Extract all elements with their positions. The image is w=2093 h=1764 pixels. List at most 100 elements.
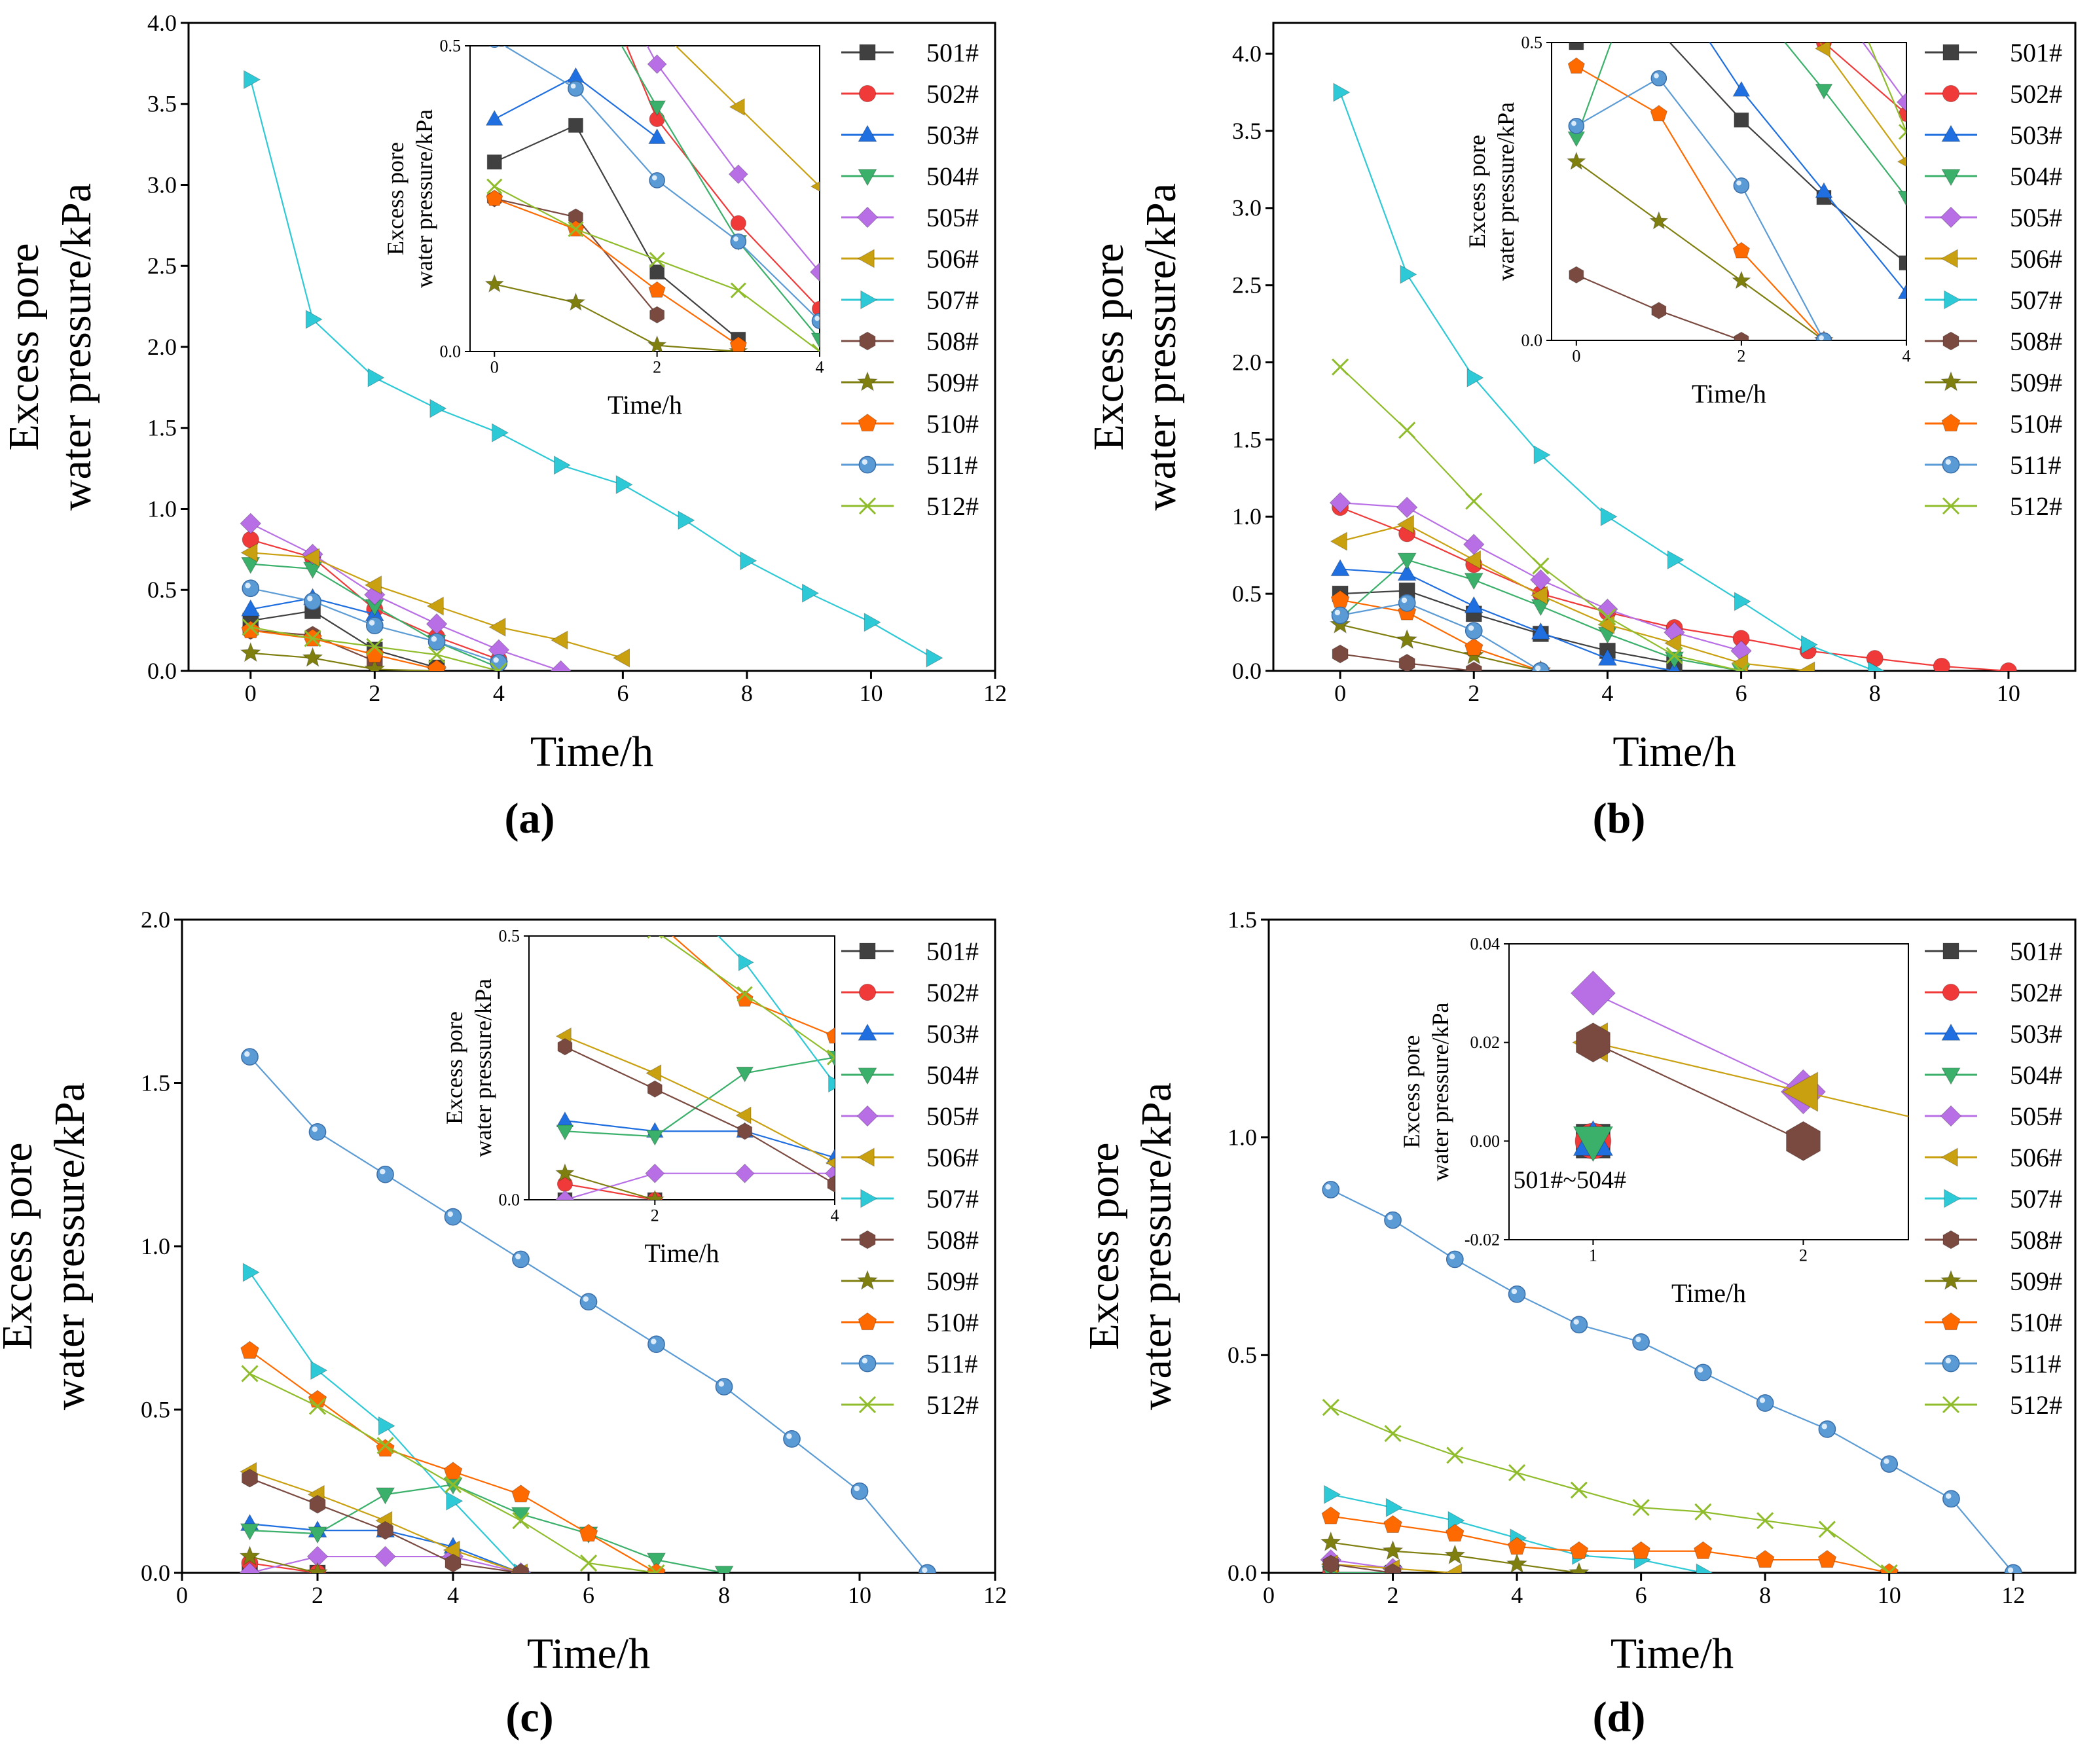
panel-c-inset-ytick-label: 0.0	[499, 1191, 520, 1210]
panel-b-inset-series-group	[1566, 43, 2079, 350]
panel-b-ytick-label: 2.5	[1232, 272, 1262, 298]
panel-c-legend-item: 511#	[841, 1349, 978, 1378]
panel-b-point-503	[1397, 564, 1417, 581]
panel-c-inset-point-510	[556, 833, 573, 848]
panel-a-inset-ytick-label: 0.0	[440, 342, 462, 361]
panel-b-point-504	[1397, 552, 1417, 570]
panel-a-point-512	[428, 646, 446, 664]
panel-b-inset-point-504	[2063, 334, 2079, 350]
panel-a-legend-label: 502#	[926, 79, 979, 109]
panel-d-point-511	[1756, 1394, 1774, 1412]
panel-a-ytick-label: 2.0	[147, 334, 177, 360]
panel-d-legend-label: 510#	[2010, 1308, 2062, 1337]
panel-d-inset-point-506	[1782, 1071, 1819, 1112]
panel-b-legend-marker	[1942, 497, 1960, 515]
panel-b-point-505	[1463, 533, 1485, 556]
panel-c-point-511	[919, 1564, 936, 1573]
panel-a-point-505	[364, 584, 386, 605]
panel-c-inset-point-507	[649, 865, 664, 881]
panel-b-point-511	[1531, 662, 1550, 671]
panel-d-legend-item: 508#	[1925, 1225, 2062, 1255]
panel-a-xtick-label: 4	[493, 680, 505, 706]
panel-c-legend-item: 506#	[841, 1143, 979, 1172]
panel-a-point-511	[242, 579, 260, 598]
panel-a-inset-point-512	[730, 282, 746, 298]
panel-a-xtick-label: 0	[245, 680, 257, 706]
panel-b-inset-point-501	[1899, 255, 1906, 271]
panel-c-point-507	[242, 1263, 260, 1282]
panel-b-inset-line-509	[1576, 161, 1825, 340]
panel-c-inset-point-510	[736, 990, 754, 1007]
panel-c-legend-item: 505#	[841, 1102, 979, 1131]
panel-c-inset-point-511	[1277, 976, 1292, 991]
panel-d-line-508	[1330, 1563, 1393, 1573]
panel-d-inset-ylabel: Excess pore water pressure/kPa	[1398, 1003, 1453, 1181]
panel-c-point-504	[240, 1523, 260, 1541]
panel-d-inset-ytick-label: 0.04	[1470, 935, 1501, 954]
panel-d-inset-ylabel-line1: Excess pore	[1398, 1035, 1425, 1149]
panel-d-point-510	[1694, 1541, 1713, 1559]
panel-d-legend-item: 507#	[1925, 1184, 2062, 1214]
panel-a-point-505	[240, 513, 262, 535]
panel-c-inset-point-511	[827, 617, 842, 632]
panel-d-label: (d)	[1593, 1693, 1646, 1741]
panel-d-point-511	[1322, 1181, 1340, 1198]
panel-d-inset-ytick-label: -0.02	[1465, 1231, 1500, 1250]
panel-a-inset-point-506	[892, 227, 907, 243]
panel-d-point-511	[1570, 1316, 1588, 1334]
panel-d-point-511	[1384, 1211, 1402, 1229]
panel-a-label: (a)	[505, 795, 555, 842]
panel-c-point-508	[445, 1553, 462, 1573]
panel-c-point-504	[714, 1566, 734, 1573]
panel-b-inset-point-503	[1897, 283, 1906, 300]
panel-c-point-509	[239, 1545, 261, 1566]
panel-a-inset-frame	[469, 45, 820, 352]
panel-d-legend-marker	[1941, 1068, 1961, 1085]
panel-c-inset-point-505	[555, 1189, 575, 1200]
panel-b-point-507	[1734, 592, 1752, 611]
panel-c-ytick-label: 0.0	[141, 1560, 170, 1586]
panel-c-legend-label: 512#	[926, 1390, 979, 1420]
panel-d-point-510	[1631, 1541, 1650, 1559]
panel-c-point-512	[376, 1437, 394, 1454]
panel-d-xtick-label: 12	[2001, 1582, 2025, 1608]
panel-c-inset-point-504	[556, 1125, 574, 1141]
panel-a-point-511	[490, 654, 508, 671]
panel-d-point-512	[1880, 1564, 1898, 1573]
panel-a-legend-item: 505#	[841, 203, 979, 232]
panel-b-point-506	[1530, 585, 1548, 605]
panel-c-legend-item: 509#	[841, 1267, 979, 1296]
panel-c-inset-ylabel-line1: Excess pore	[441, 1011, 467, 1125]
panel-c-inset-xlabel: Time/h	[644, 1238, 719, 1268]
panel-c-legend-item: 501#	[841, 937, 979, 966]
panel-b-xtick-label: 0	[1334, 680, 1346, 706]
panel-d-ytick-label: 0.5	[1228, 1342, 1257, 1368]
panel-d-xlabel: Time/h	[1611, 1630, 1734, 1678]
panel-b-legend-label: 507#	[2010, 285, 2062, 315]
panel-c-legend-marker	[858, 983, 877, 1001]
panel-b-point-512	[1532, 557, 1550, 575]
panel-b-point-507	[1333, 82, 1351, 102]
panel-b-legend-item: 510#	[1925, 409, 2062, 439]
panel-d-inset-xlabel: Time/h	[1671, 1278, 1746, 1308]
panel-c-inset-point-511	[1457, 1192, 1472, 1207]
panel-a-ylabel-line1: Excess pore	[0, 243, 48, 450]
panel-a-inset-line-501	[494, 124, 739, 340]
panel-a-point-506	[612, 648, 630, 668]
panel-b-inset-point-508	[1651, 302, 1667, 319]
panel-c-inset-line-511	[565, 367, 1465, 1200]
panel-b-inset-ytick-label: 0.5	[1521, 33, 1543, 52]
panel-a-point-512	[366, 638, 384, 655]
panel-b-inset-xlabel: Time/h	[1692, 379, 1766, 408]
panel-b-legend-item: 509#	[1925, 368, 2062, 397]
panel-a-point-505	[426, 613, 448, 635]
panel-a-ytick-label: 1.5	[147, 415, 177, 441]
panel-b-legend-item: 508#	[1925, 327, 2062, 356]
panel-b-point-502	[1999, 662, 2018, 671]
panel-b-inset-line-511	[1576, 77, 1825, 340]
panel-b-inset-line-506	[1819, 43, 1906, 163]
panel-a-legend-label: 501#	[926, 38, 979, 67]
panel-c-point-507	[446, 1491, 464, 1511]
panel-c-inset-point-510	[826, 1027, 835, 1044]
